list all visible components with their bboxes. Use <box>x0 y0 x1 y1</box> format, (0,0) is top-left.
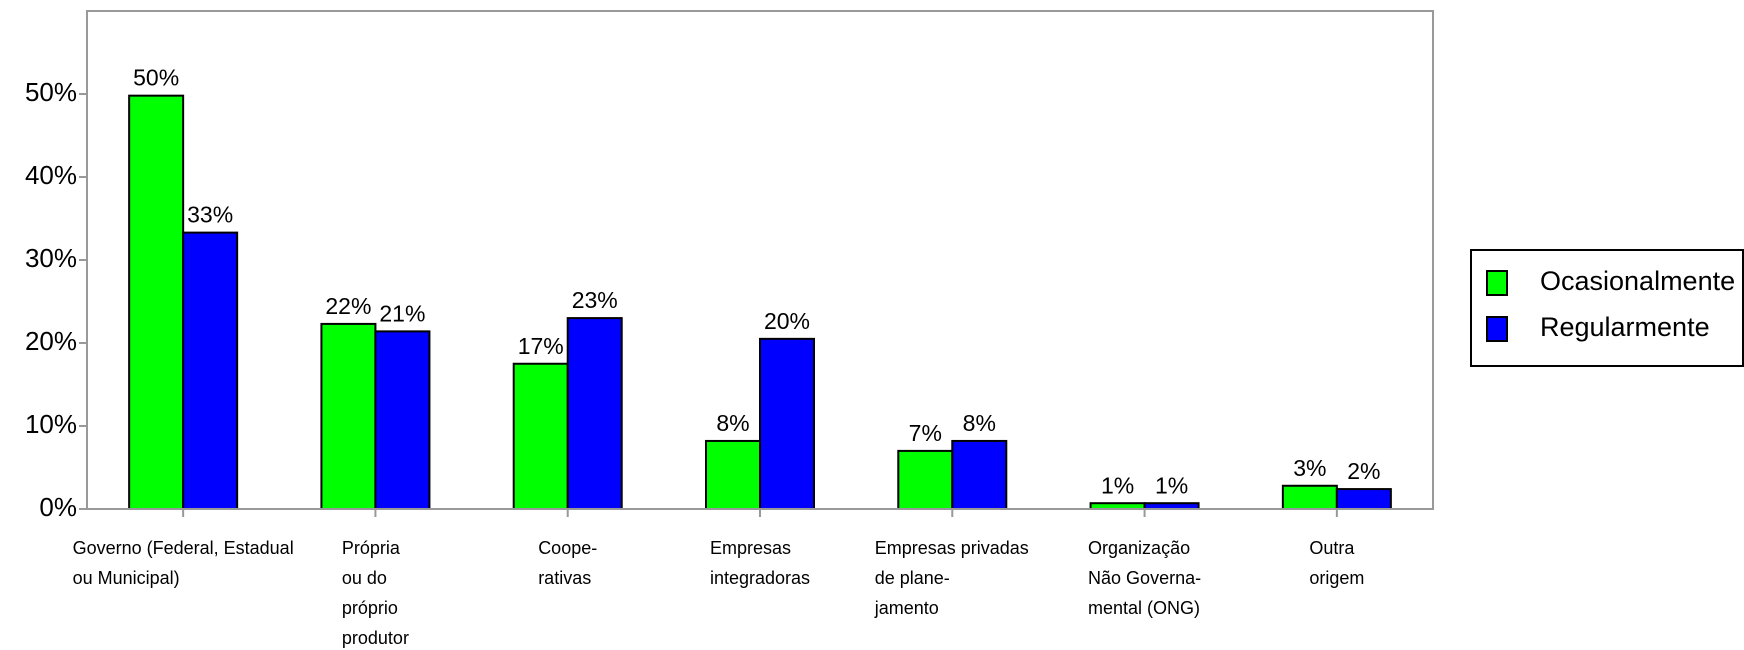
x-tick-label: Coope-rativas <box>538 538 597 588</box>
legend-label: Regularmente <box>1540 312 1710 342</box>
y-tick-label: 40% <box>25 160 77 190</box>
y-tick-label: 50% <box>25 77 77 107</box>
bar <box>320 322 377 510</box>
x-tick-label: Empresas integradoras <box>710 538 810 588</box>
bar <box>1281 484 1338 511</box>
y-tick-label: 0% <box>39 492 77 522</box>
bar <box>512 362 569 510</box>
value-label: 1% <box>1155 472 1188 498</box>
value-label: 22% <box>325 293 371 319</box>
bar <box>374 330 431 510</box>
value-label: 2% <box>1347 458 1380 484</box>
bar <box>951 439 1008 510</box>
legend-swatch <box>1486 270 1508 296</box>
legend-label: Ocasionalmente <box>1540 266 1735 296</box>
value-label: 20% <box>764 308 810 334</box>
x-tick-label: Empresas privadas de plane-jamento <box>874 538 1029 618</box>
value-label: 1% <box>1101 472 1134 498</box>
bar <box>128 94 185 510</box>
legend-swatch <box>1486 316 1508 342</box>
bar <box>759 337 815 510</box>
value-label: 17% <box>518 333 564 359</box>
value-label: 8% <box>963 410 996 436</box>
x-tick-label: Organização Não Governa-mental (ONG) <box>1088 538 1201 618</box>
legend-box <box>1470 249 1744 367</box>
y-tick-label: 20% <box>25 326 77 356</box>
value-label: 23% <box>572 287 618 313</box>
x-tick-label: Outra origem <box>1309 538 1364 588</box>
value-label: 50% <box>133 65 179 91</box>
bar <box>705 439 761 510</box>
y-tick-label: 10% <box>25 409 77 439</box>
bar <box>897 449 954 510</box>
x-tick-label: Governo (Federal, Estadual ou Municipal) <box>73 538 294 588</box>
value-label: 3% <box>1293 455 1326 481</box>
value-label: 8% <box>716 410 749 436</box>
y-tick-label: 30% <box>25 243 77 273</box>
legend: Ocasionalmente Regularmente <box>1470 249 1744 367</box>
value-label: 7% <box>909 420 942 446</box>
value-label: 21% <box>379 300 425 326</box>
bar <box>566 317 623 510</box>
bar <box>1335 488 1392 510</box>
bar <box>182 231 239 511</box>
value-label: 33% <box>187 202 233 228</box>
x-tick-label: Própria ou do próprio produtor <box>342 538 409 648</box>
